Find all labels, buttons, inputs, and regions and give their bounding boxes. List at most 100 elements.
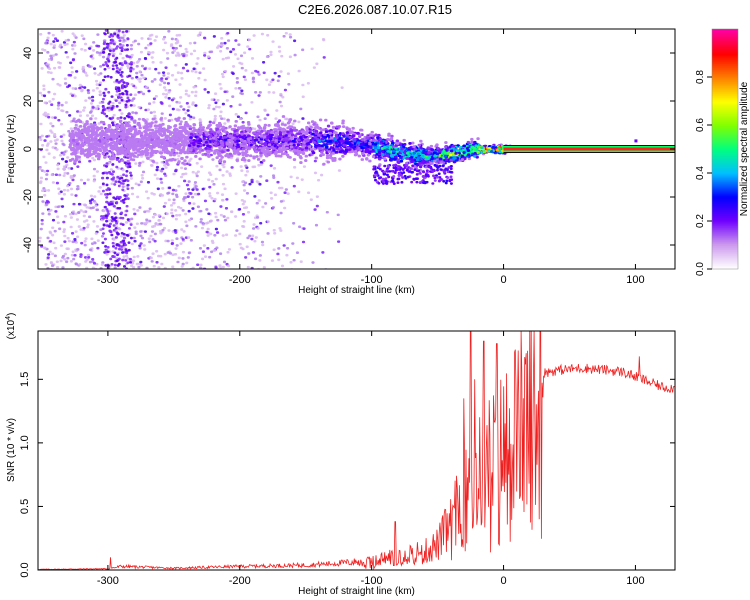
noise-cell — [50, 56, 54, 60]
noise-cell — [77, 202, 82, 206]
noise-cell — [136, 255, 140, 258]
noise-cell — [39, 122, 43, 126]
noise-cell — [149, 256, 153, 260]
noise-cell — [133, 125, 137, 128]
noise-cell — [57, 118, 61, 122]
noise-cell — [237, 43, 241, 47]
noise-cell — [189, 157, 193, 161]
noise-cell — [188, 41, 192, 45]
noise-cell — [194, 185, 198, 188]
noise-cell — [126, 218, 130, 221]
noise-cell — [271, 206, 276, 209]
noise-cell — [86, 89, 90, 92]
noise-cell — [179, 71, 184, 75]
noise-cell — [120, 46, 124, 49]
noise-cell — [223, 90, 227, 94]
noise-cell — [109, 200, 113, 204]
noise-cell — [184, 212, 188, 216]
noise-cell — [93, 195, 97, 198]
noise-cell — [221, 57, 225, 61]
noise-cell — [69, 187, 74, 191]
noise-cell — [224, 56, 228, 60]
signal-cell — [73, 160, 77, 164]
noise-cell — [72, 202, 76, 206]
noise-cell — [111, 163, 115, 166]
noise-cell — [241, 213, 246, 216]
noise-cell — [160, 77, 164, 80]
noise-cell — [122, 173, 126, 177]
signal-cell — [134, 151, 138, 155]
noise-cell — [251, 234, 255, 238]
noise-cell — [53, 116, 57, 120]
noise-cell — [86, 225, 90, 229]
noise-cell — [128, 62, 132, 66]
noise-cell — [231, 95, 235, 98]
signal-cell — [198, 157, 202, 161]
signal-cell — [77, 155, 81, 159]
noise-cell — [107, 203, 111, 206]
noise-cell — [56, 205, 60, 209]
noise-cell — [286, 72, 291, 76]
noise-cell — [64, 39, 68, 42]
noise-cell — [154, 127, 158, 130]
noise-cell — [115, 105, 119, 108]
noise-cell — [272, 167, 277, 170]
noise-cell — [83, 86, 87, 89]
noise-cell — [52, 134, 57, 138]
noise-cell — [245, 192, 250, 195]
noise-cell — [62, 193, 67, 196]
noise-cell — [174, 189, 178, 192]
noise-cell — [162, 74, 166, 77]
noise-cell — [52, 241, 56, 245]
noise-cell — [257, 73, 261, 76]
noise-cell — [141, 177, 145, 180]
signal-cell — [131, 146, 135, 149]
noise-cell — [80, 47, 84, 51]
noise-cell — [129, 44, 134, 47]
noise-cell — [73, 34, 77, 38]
noise-cell — [108, 117, 112, 120]
noise-cell — [143, 248, 147, 251]
noise-cell — [52, 66, 57, 70]
noise-cell — [161, 216, 166, 220]
noise-cell — [122, 265, 126, 268]
noise-cell — [127, 74, 131, 78]
noise-cell — [56, 104, 61, 107]
noise-cell — [122, 236, 127, 240]
noise-cell — [40, 245, 44, 248]
signal-cell — [278, 147, 282, 151]
noise-cell — [195, 62, 199, 65]
noise-cell — [64, 82, 68, 85]
noise-cell — [163, 266, 167, 269]
signal-cell — [405, 161, 409, 165]
signal-cell — [270, 130, 275, 134]
noise-cell — [238, 103, 242, 107]
noise-cell — [105, 176, 109, 180]
noise-cell — [231, 65, 236, 68]
noise-cell — [223, 122, 227, 125]
noise-cell — [200, 226, 205, 230]
noise-cell — [196, 170, 200, 174]
noise-cell — [42, 94, 47, 98]
noise-cell — [112, 205, 116, 208]
noise-cell — [187, 251, 191, 255]
noise-cell — [246, 45, 250, 48]
noise-cell — [53, 229, 57, 233]
noise-cell — [58, 173, 62, 177]
signal-cell — [267, 143, 272, 147]
noise-cell — [134, 182, 138, 186]
noise-cell — [51, 124, 55, 128]
noise-cell — [101, 227, 105, 231]
noise-cell — [218, 82, 222, 86]
noise-cell — [112, 42, 116, 46]
signal-cell — [377, 157, 382, 161]
noise-cell — [188, 163, 192, 167]
noise-cell — [51, 54, 55, 57]
signal-cell — [322, 162, 326, 166]
noise-cell — [181, 238, 185, 241]
noise-cell — [67, 129, 71, 133]
noise-cell — [187, 236, 191, 239]
noise-cell — [159, 177, 163, 181]
noise-cell — [47, 210, 51, 213]
noise-cell — [76, 110, 80, 113]
